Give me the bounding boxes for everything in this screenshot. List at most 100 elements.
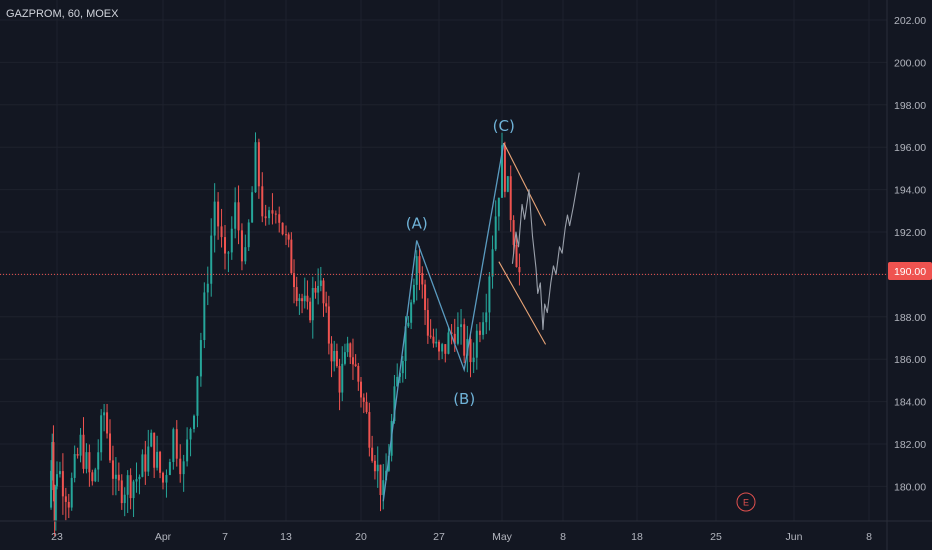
candle-body	[73, 454, 76, 478]
candle-body	[172, 429, 175, 462]
time-axis[interactable]: 23 Apr 7 13 20 27 May 8 18 25 Jun 8	[51, 531, 872, 543]
candle-body	[138, 476, 141, 480]
candle-body	[193, 415, 195, 429]
candle-body	[144, 454, 147, 472]
candle-body	[360, 381, 362, 398]
candle-body	[295, 287, 298, 301]
candle-body	[429, 335, 432, 337]
candle-body	[117, 474, 120, 481]
channel-upper-line[interactable]	[503, 142, 547, 226]
candle-body	[357, 365, 360, 382]
candle-body	[475, 330, 478, 358]
candle-body	[244, 247, 247, 262]
candle-body	[271, 210, 274, 214]
candle-body	[179, 458, 182, 475]
candle-body	[58, 471, 61, 475]
candle-body	[114, 474, 117, 479]
candle-body	[274, 213, 277, 215]
candle-body	[103, 412, 106, 416]
current-price-tag: 190.00	[888, 262, 932, 280]
candle-body	[503, 145, 506, 192]
candle-body	[56, 474, 58, 487]
candle-body	[330, 343, 333, 362]
candle-body	[53, 490, 56, 522]
y-tick-label: 184.00	[894, 397, 926, 409]
y-tick-label: 200.00	[894, 57, 926, 69]
candle-body	[278, 214, 281, 223]
candle-body	[156, 451, 159, 468]
candle-body	[91, 472, 94, 482]
candle-body	[82, 434, 85, 469]
candle-body	[230, 228, 233, 253]
candle-body	[426, 310, 429, 336]
candle-body	[281, 222, 284, 235]
candle-body	[322, 280, 325, 304]
candle-body	[111, 460, 114, 479]
candle-body	[450, 332, 453, 334]
candle-body	[327, 306, 330, 344]
candle-body	[88, 452, 91, 473]
elliott-wave-line[interactable]	[382, 142, 505, 502]
candle-body	[247, 222, 250, 248]
candle-body	[362, 397, 365, 402]
projected-path[interactable]	[511, 172, 580, 331]
wave-label: (C)	[493, 117, 515, 135]
candle-body	[341, 363, 344, 393]
candle-body	[290, 239, 293, 274]
candle-body	[319, 280, 322, 286]
candle-body	[512, 220, 515, 245]
candle-body	[311, 288, 314, 321]
chart-title: GAZPROM, 60, MOEX	[6, 8, 119, 20]
candle-body	[206, 283, 209, 293]
candle-body	[346, 343, 349, 353]
candle-body	[213, 201, 216, 236]
candle-body	[97, 452, 100, 470]
candle-body	[70, 477, 73, 508]
y-tick-label: 196.00	[894, 142, 926, 154]
candle-body	[482, 322, 485, 335]
candle-body	[349, 343, 352, 358]
candle-body	[237, 202, 240, 231]
candle-body	[67, 501, 70, 508]
candle-body	[494, 216, 497, 250]
candle-body	[365, 401, 368, 413]
candle-body	[129, 475, 132, 499]
candle-body	[478, 330, 481, 335]
candle-body	[285, 234, 287, 236]
candle-body	[382, 480, 385, 496]
candle-body	[309, 301, 312, 321]
candle-body	[189, 428, 192, 440]
channel-lower-line[interactable]	[498, 261, 547, 345]
y-tick-label: 186.00	[894, 354, 926, 366]
x-tick-label: Apr	[155, 531, 172, 543]
candle-body	[234, 202, 237, 229]
candle-body	[435, 341, 438, 344]
candle-body	[168, 461, 171, 476]
candle-body	[325, 303, 328, 307]
earnings-marker[interactable]: E	[736, 492, 756, 512]
earnings-icon[interactable]	[736, 492, 756, 512]
candle-body	[227, 252, 230, 254]
candle-body	[485, 312, 488, 323]
x-tick-label: 8	[560, 531, 566, 543]
candle-body	[224, 237, 226, 254]
candle-body	[418, 256, 421, 274]
candle-body	[447, 332, 450, 354]
candle-body	[135, 479, 138, 482]
candle-body	[85, 452, 88, 469]
candle-body	[424, 284, 427, 311]
candle-body	[410, 302, 413, 323]
y-tick-label: 192.00	[894, 227, 926, 239]
y-tick-label: 194.00	[894, 185, 926, 197]
candle-body	[306, 295, 309, 302]
candle-body	[120, 480, 123, 504]
candle-body	[314, 288, 317, 293]
candle-body	[333, 350, 336, 362]
candle-body	[351, 357, 354, 365]
candle-body	[186, 439, 189, 462]
candle-body	[317, 285, 320, 293]
candle-body	[432, 336, 435, 344]
current-price-label: 190.00	[894, 266, 926, 278]
